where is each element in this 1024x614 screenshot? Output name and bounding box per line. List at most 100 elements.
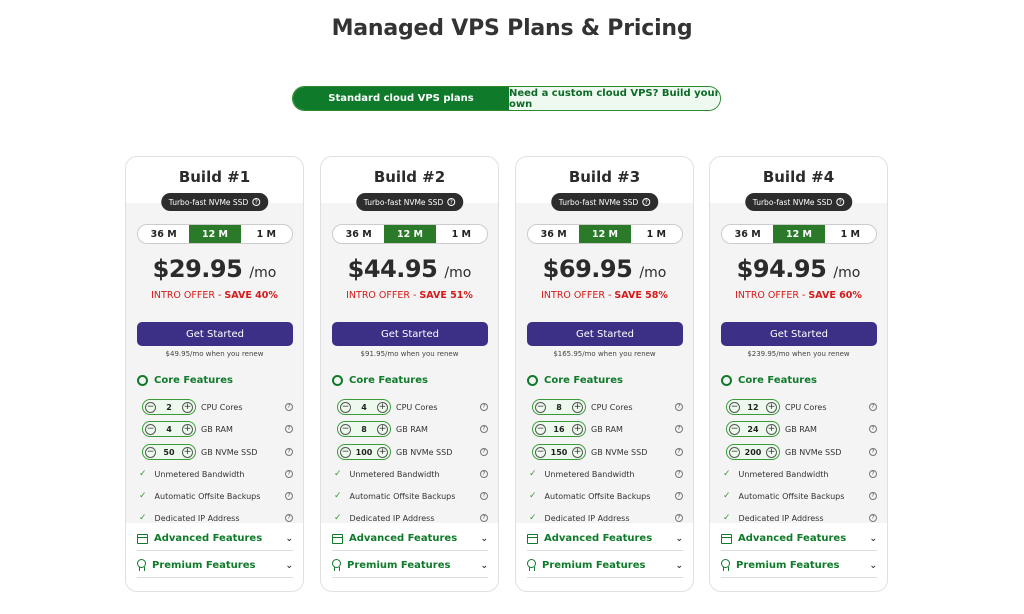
term-12m[interactable]: 12 M <box>579 225 631 243</box>
term-36m[interactable]: 36 M <box>345 228 372 240</box>
term-12m[interactable]: 12 M <box>384 225 436 243</box>
term-36m[interactable]: 36 M <box>150 228 177 240</box>
help-icon[interactable]: ? <box>869 403 877 411</box>
core-features-header: Core Features <box>332 368 488 392</box>
plus-icon[interactable]: + <box>571 423 583 435</box>
help-icon[interactable]: ? <box>285 514 293 522</box>
advanced-features-label: Advanced Features <box>349 533 458 544</box>
advanced-features-toggle[interactable]: Advanced Features ⌄ <box>527 527 683 551</box>
term-36m[interactable]: 36 M <box>734 228 761 240</box>
minus-icon[interactable]: − <box>145 423 156 435</box>
plus-icon[interactable]: + <box>765 423 777 435</box>
help-icon[interactable]: ? <box>869 425 877 433</box>
minus-icon[interactable]: − <box>729 401 740 413</box>
plus-icon[interactable]: + <box>765 401 777 413</box>
plus-icon[interactable]: + <box>181 446 193 458</box>
term-1m[interactable]: 1 M <box>451 228 471 240</box>
ssd-badge-label: Turbo-fast NVMe SSD <box>752 197 833 207</box>
plan-card-1: Build #1 Turbo-fast NVMe SSD ? 36 M 12 M… <box>125 156 304 592</box>
chip-icon <box>721 374 732 386</box>
minus-icon[interactable]: − <box>535 446 546 458</box>
bandwidth-label: Unmetered Bandwidth <box>738 469 829 479</box>
get-started-button[interactable]: Get Started <box>137 322 293 346</box>
advanced-features-toggle[interactable]: Advanced Features ⌄ <box>332 527 488 551</box>
ssd-row: − 200 + GB NVMe SSD ? <box>721 443 877 461</box>
help-icon[interactable]: ? <box>285 470 293 478</box>
term-1m[interactable]: 1 M <box>840 228 860 240</box>
ram-label: GB RAM <box>396 424 428 434</box>
help-icon[interactable]: ? <box>675 514 683 522</box>
ssd-label: GB NVMe SSD <box>591 447 648 457</box>
ssd-stepper: − 200 + <box>726 444 780 460</box>
ssd-badge[interactable]: Turbo-fast NVMe SSD ? <box>744 193 853 211</box>
plus-icon[interactable]: + <box>376 446 388 458</box>
get-started-button[interactable]: Get Started <box>721 322 877 346</box>
minus-icon[interactable]: − <box>145 401 156 413</box>
price-period: /mo <box>249 265 277 281</box>
bandwidth-row: ✓ Unmetered Bandwidth ? <box>137 465 293 483</box>
minus-icon[interactable]: − <box>145 446 156 458</box>
help-icon[interactable]: ? <box>675 492 683 500</box>
ssd-badge[interactable]: Turbo-fast NVMe SSD ? <box>550 193 659 211</box>
help-icon[interactable]: ? <box>869 492 877 500</box>
help-icon[interactable]: ? <box>869 470 877 478</box>
plus-icon[interactable]: + <box>571 446 583 458</box>
minus-icon[interactable]: − <box>535 401 546 413</box>
help-icon[interactable]: ? <box>480 448 488 456</box>
term-36m[interactable]: 36 M <box>540 228 567 240</box>
help-icon[interactable]: ? <box>480 425 488 433</box>
help-icon[interactable]: ? <box>480 492 488 500</box>
get-started-button[interactable]: Get Started <box>527 322 683 346</box>
minus-icon[interactable]: − <box>729 446 740 458</box>
minus-icon[interactable]: − <box>535 423 546 435</box>
help-icon[interactable]: ? <box>480 470 488 478</box>
plus-icon[interactable]: + <box>765 446 777 458</box>
check-icon: ✓ <box>529 491 537 501</box>
chevron-down-icon: ⌄ <box>480 560 488 571</box>
premium-features-toggle[interactable]: Premium Features ⌄ <box>137 554 293 578</box>
advanced-features-toggle[interactable]: Advanced Features ⌄ <box>721 527 877 551</box>
minus-icon[interactable]: − <box>340 401 351 413</box>
help-icon[interactable]: ? <box>285 425 293 433</box>
help-icon[interactable]: ? <box>675 403 683 411</box>
get-started-button[interactable]: Get Started <box>332 322 488 346</box>
help-icon[interactable]: ? <box>480 403 488 411</box>
intro-offer-label: INTRO OFFER - <box>541 290 615 301</box>
cpu-label: CPU Cores <box>591 402 633 412</box>
help-icon[interactable]: ? <box>285 448 293 456</box>
plus-icon[interactable]: + <box>181 423 193 435</box>
plus-icon[interactable]: + <box>571 401 583 413</box>
help-icon[interactable]: ? <box>675 425 683 433</box>
premium-features-toggle[interactable]: Premium Features ⌄ <box>721 554 877 578</box>
info-icon: ? <box>447 198 456 206</box>
minus-icon[interactable]: − <box>340 423 351 435</box>
help-icon[interactable]: ? <box>869 514 877 522</box>
help-icon[interactable]: ? <box>285 403 293 411</box>
backups-label: Automatic Offsite Backups <box>738 491 845 501</box>
premium-features-toggle[interactable]: Premium Features ⌄ <box>527 554 683 578</box>
plus-icon[interactable]: + <box>376 423 388 435</box>
save-percent: SAVE 58% <box>614 290 668 301</box>
ssd-badge[interactable]: Turbo-fast NVMe SSD ? <box>355 193 464 211</box>
plus-icon[interactable]: + <box>376 401 388 413</box>
standard-plans-tab[interactable]: Standard cloud VPS plans <box>293 87 509 110</box>
minus-icon[interactable]: − <box>729 423 740 435</box>
help-icon[interactable]: ? <box>675 448 683 456</box>
term-12m[interactable]: 12 M <box>189 225 241 243</box>
help-icon[interactable]: ? <box>869 448 877 456</box>
advanced-features-toggle[interactable]: Advanced Features ⌄ <box>137 527 293 551</box>
term-12m[interactable]: 12 M <box>773 225 825 243</box>
term-1m[interactable]: 1 M <box>256 228 276 240</box>
info-icon: ? <box>252 198 261 206</box>
plus-icon[interactable]: + <box>181 401 193 413</box>
custom-vps-tab[interactable]: Need a custom cloud VPS? Build your own <box>509 87 720 110</box>
minus-icon[interactable]: − <box>340 446 351 458</box>
ssd-badge[interactable]: Turbo-fast NVMe SSD ? <box>160 193 269 211</box>
help-icon[interactable]: ? <box>675 470 683 478</box>
price-display: $69.95 /mo <box>516 255 693 283</box>
help-icon[interactable]: ? <box>285 492 293 500</box>
help-icon[interactable]: ? <box>480 514 488 522</box>
chevron-down-icon: ⌄ <box>480 533 488 544</box>
term-1m[interactable]: 1 M <box>646 228 666 240</box>
premium-features-toggle[interactable]: Premium Features ⌄ <box>332 554 488 578</box>
